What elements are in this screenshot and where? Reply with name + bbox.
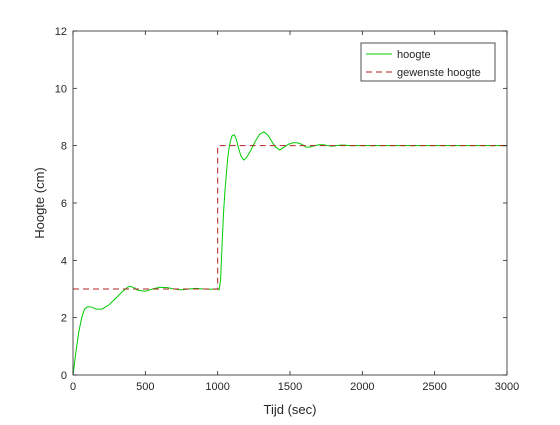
- series-layer: [72, 131, 507, 376]
- series-line-hoogte: [72, 131, 507, 376]
- y-tick-label: 8: [61, 141, 67, 153]
- legend-label-gewenste-hoogte: gewenste hoogte: [397, 67, 481, 79]
- legend-label-hoogte: hoogte: [397, 49, 431, 61]
- legend: hoogte gewenste hoogte: [360, 42, 496, 82]
- y-tick-label: 4: [61, 255, 67, 267]
- ticks-layer: 0 500 1000 1500 2000 2500 3000 0 2 4 6 8 10 12: [55, 26, 519, 393]
- y-axis-label: Hoogte (cm): [32, 167, 47, 239]
- x-axis-label: Tijd (sec): [264, 402, 317, 417]
- x-tick-label: 0: [70, 381, 76, 393]
- y-tick-label: 12: [55, 26, 67, 38]
- y-tick-label: 2: [61, 313, 67, 325]
- series-line-gewenste-hoogte: [73, 145, 507, 290]
- plot-area: [73, 31, 507, 375]
- y-tick-label: 6: [61, 198, 67, 210]
- y-tick-label: 10: [55, 83, 67, 95]
- y-tick-label: 0: [61, 370, 67, 382]
- x-tick-label: 2000: [350, 381, 374, 393]
- x-tick-label: 500: [136, 381, 154, 393]
- legend-box: [360, 42, 496, 82]
- x-tick-label: 2500: [422, 381, 446, 393]
- x-tick-label: 1500: [278, 381, 302, 393]
- x-tick-label: 1000: [205, 381, 229, 393]
- x-tick-label: 3000: [495, 381, 519, 393]
